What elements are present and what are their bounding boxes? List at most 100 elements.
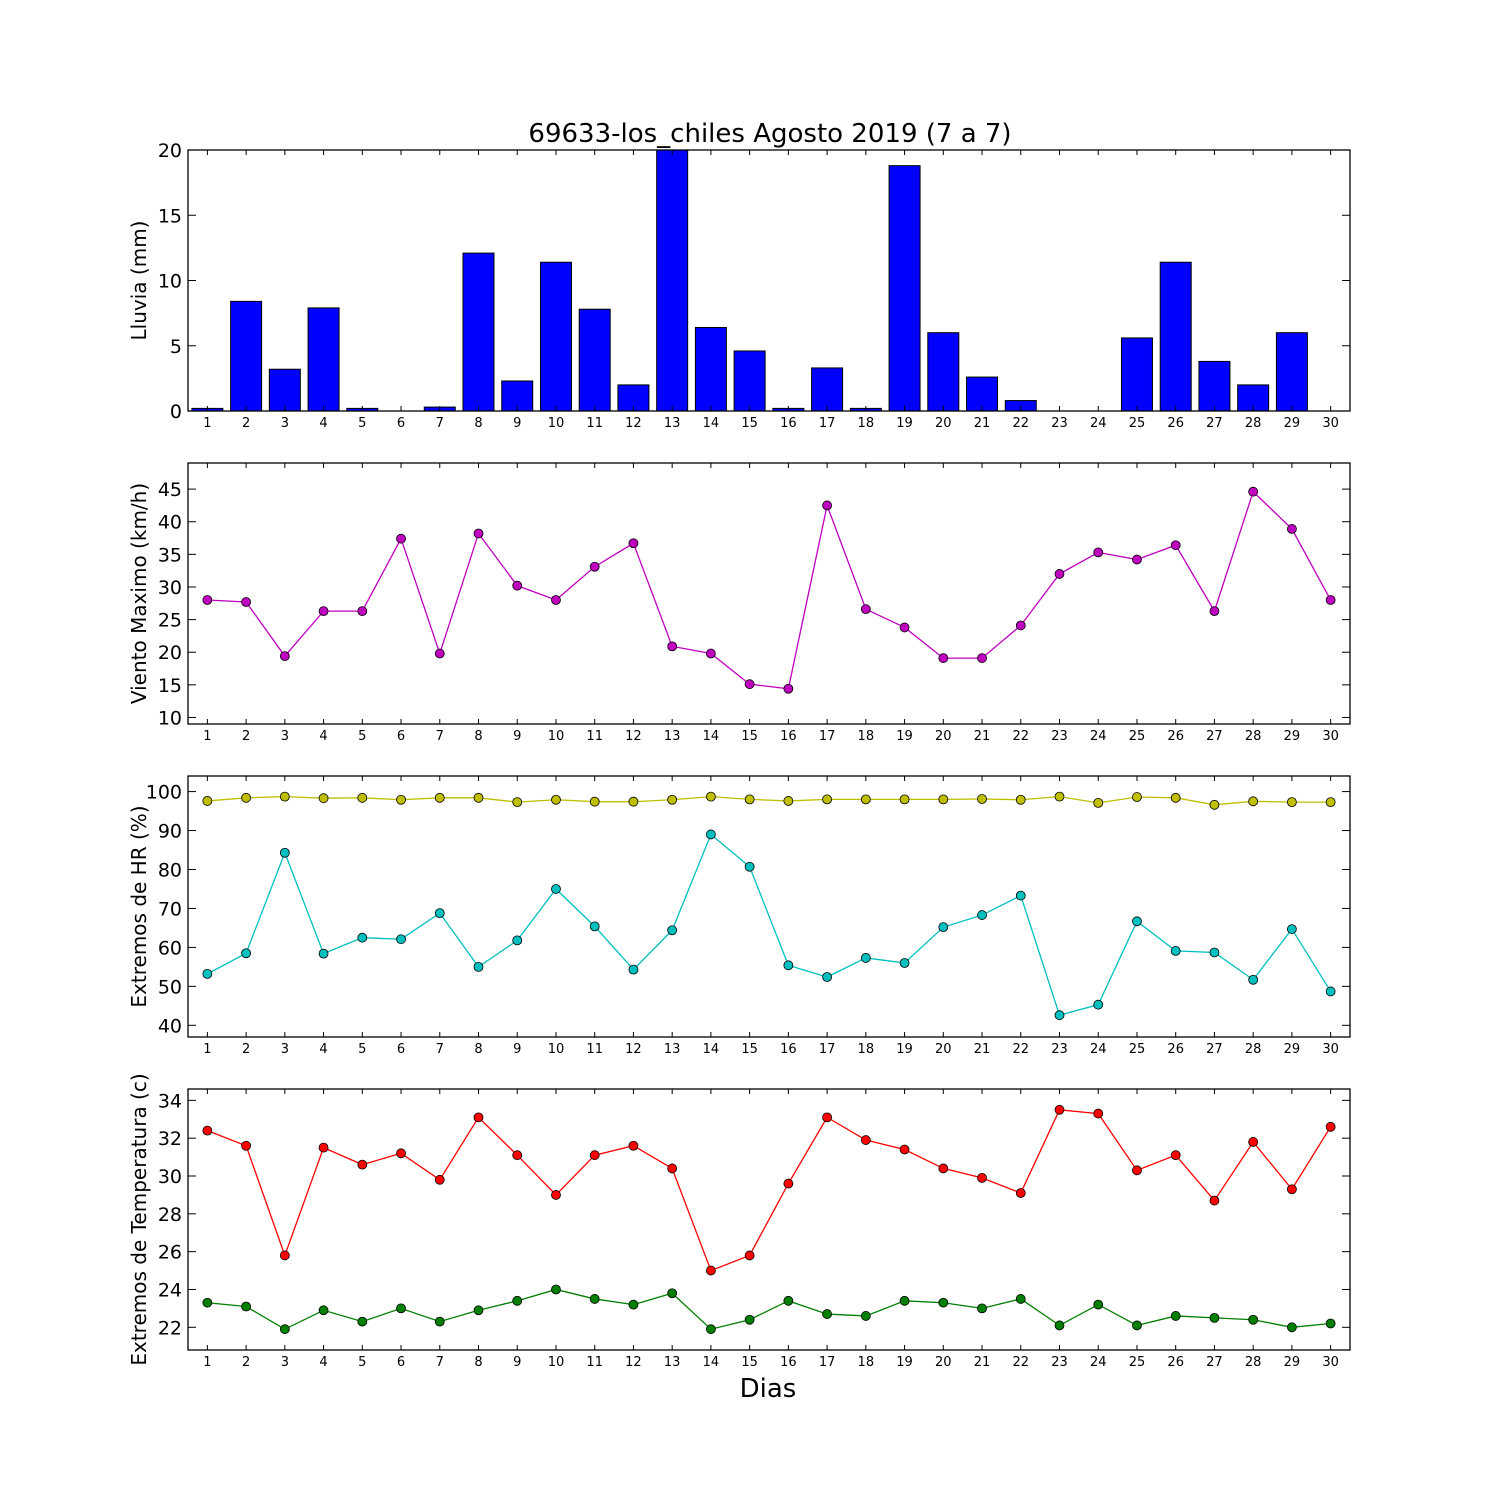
temperature-point — [473, 1112, 484, 1123]
temperature-x-tick-label: 10 — [548, 1355, 565, 1370]
humidity-x-tick-label: 3 — [281, 1042, 289, 1057]
humidity-y-tick-label: 40 — [158, 1015, 182, 1037]
wind-x-tick-label: 23 — [1051, 729, 1068, 744]
temperature-point — [1054, 1104, 1065, 1115]
rain-x-tick-label: 29 — [1284, 416, 1301, 431]
wind-x-tick-label: 26 — [1167, 729, 1184, 744]
humidity-point — [1015, 890, 1026, 901]
humidity-point — [1325, 797, 1336, 807]
temperature-panel: 1 2 3 4 5 6 7 8 9 10 11 12 13 14 15 16 17 18 19 20 21 22 23 24 2… — [127, 1073, 1351, 1370]
rain-x-tick-label: 13 — [664, 416, 681, 431]
temperature-point — [357, 1316, 368, 1327]
wind-x-tick-label: 11 — [586, 729, 603, 744]
wind-point — [1093, 547, 1104, 558]
temperature-point — [1132, 1165, 1142, 1176]
rain-x-tick-label: 24 — [1090, 416, 1107, 431]
humidity-x-tick-label: 27 — [1206, 1042, 1223, 1057]
wind-x-tick-label: 24 — [1090, 729, 1107, 744]
humidity-x-tick-label: 1 — [203, 1042, 211, 1057]
rain-x-tick-label: 9 — [513, 416, 521, 431]
wind-x-tick-label: 15 — [741, 729, 758, 744]
wind-point — [589, 561, 600, 572]
humidity-point — [706, 829, 716, 840]
wind-x-tick-label: 19 — [896, 729, 913, 744]
temperature-point — [783, 1295, 794, 1306]
humidity-point — [1170, 792, 1181, 803]
humidity-x-tick-label: 4 — [319, 1042, 327, 1057]
rain-x-tick-label: 16 — [780, 416, 797, 431]
temperature-point — [357, 1159, 368, 1170]
temperature-point — [1325, 1121, 1336, 1132]
temperature-point — [938, 1163, 949, 1174]
figure-title: 69633-los_chiles Agosto 2019 (7 a 7) — [528, 119, 1011, 149]
temperature-point — [512, 1295, 523, 1306]
rain-x-tick-label: 28 — [1245, 416, 1262, 431]
rain-x-tick-label: 23 — [1051, 416, 1068, 431]
rain-bar — [811, 367, 844, 412]
temperature-x-tick-label: 13 — [664, 1355, 681, 1370]
rain-x-tick-label: 15 — [741, 416, 758, 431]
humidity-point — [1209, 799, 1220, 810]
wind-point — [706, 648, 716, 659]
rain-y-tick-label: 0 — [170, 401, 182, 423]
wind-x-tick-label: 17 — [819, 729, 836, 744]
wind-point — [241, 597, 252, 607]
humidity-point — [1015, 794, 1026, 805]
wind-x-tick-label: 14 — [703, 729, 720, 744]
humidity-x-tick-label: 17 — [819, 1042, 836, 1057]
rain-x-tick-label: 8 — [474, 416, 482, 431]
humidity-panel: 1 2 3 4 5 6 7 8 9 10 11 12 13 14 15 16 17 18 19 20 21 22 23 24 2… — [127, 775, 1351, 1057]
temperature-y-tick-label: 32 — [158, 1128, 182, 1150]
humidity-y-tick-label: 50 — [158, 976, 182, 998]
wind-point — [1132, 554, 1142, 565]
humidity-point — [1209, 947, 1220, 958]
temperature-point — [938, 1297, 949, 1308]
temperature-x-tick-label: 29 — [1284, 1355, 1301, 1370]
humidity-x-tick-label: 22 — [1012, 1042, 1029, 1057]
humidity-point — [977, 794, 987, 804]
humidity-x-tick-label: 16 — [780, 1042, 797, 1057]
temperature-x-tick-label: 24 — [1090, 1355, 1107, 1370]
rain-bar — [694, 326, 727, 412]
wind-y-tick-label: 30 — [158, 577, 182, 599]
temperature-x-tick-label: 5 — [358, 1355, 366, 1370]
humidity-x-tick-label: 18 — [858, 1042, 875, 1057]
wind-x-tick-label: 21 — [974, 729, 991, 744]
humidity-point — [434, 908, 445, 919]
rain-bar — [307, 307, 340, 412]
rain-x-tick-label: 18 — [858, 416, 875, 431]
wind-x-tick-label: 13 — [664, 729, 681, 744]
humidity-point — [783, 960, 794, 971]
temperature-point — [434, 1174, 445, 1185]
rain-x-tick-label: 14 — [703, 416, 720, 431]
temperature-point — [706, 1265, 716, 1276]
temperature-x-tick-label: 27 — [1206, 1355, 1223, 1370]
humidity-point — [1170, 946, 1181, 956]
temperature-y-tick-label: 34 — [158, 1090, 182, 1112]
wind-point — [1287, 524, 1297, 534]
humidity-y-tick-label: 60 — [158, 937, 182, 959]
temperature-point — [396, 1148, 406, 1159]
wind-x-tick-label: 29 — [1284, 729, 1301, 744]
rain-x-tick-label: 30 — [1322, 416, 1339, 431]
rain-x-tick-label: 5 — [358, 416, 366, 431]
humidity-point — [783, 796, 794, 806]
humidity-x-tick-label: 19 — [896, 1042, 913, 1057]
rain-bar — [1159, 261, 1192, 412]
temperature-point — [1015, 1294, 1026, 1304]
temperature-point — [628, 1299, 639, 1310]
rain-x-tick-label: 4 — [319, 416, 327, 431]
humidity-point — [1248, 974, 1259, 985]
humidity-x-tick-label: 5 — [358, 1042, 366, 1057]
temperature-point — [1209, 1195, 1220, 1206]
temperature-point — [589, 1294, 600, 1304]
humidity-point — [667, 925, 678, 936]
humidity-point — [1248, 796, 1259, 807]
temperature-point — [241, 1140, 252, 1151]
wind-x-tick-label: 22 — [1012, 729, 1029, 744]
humidity-point — [357, 932, 368, 943]
temperature-point — [860, 1311, 871, 1321]
temperature-x-tick-label: 1 — [203, 1355, 211, 1370]
rain-x-tick-label: 10 — [548, 416, 565, 431]
temperature-x-tick-label: 25 — [1129, 1355, 1146, 1370]
